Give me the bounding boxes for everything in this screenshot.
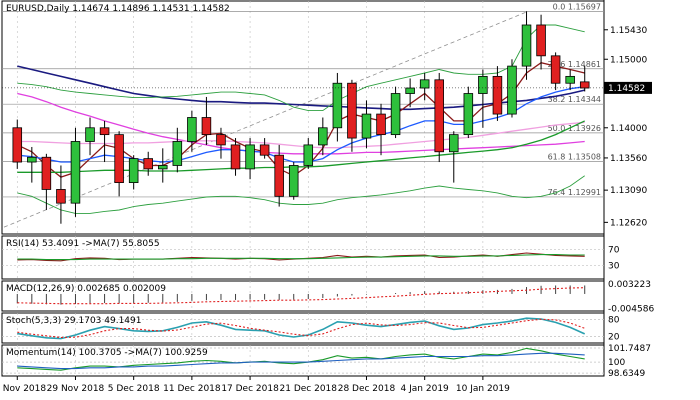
fib-level-label: 23.6 1.14861 [548, 60, 601, 69]
y-tick-label: 1.15430 [610, 26, 647, 36]
indicator-series-line-2-0 [17, 287, 585, 305]
indicator-title: RSI(14) 53.4091 ->MA(7) 55.8055 [6, 239, 160, 249]
candle-body [550, 55, 561, 84]
candle-body [390, 93, 401, 136]
y-tick-label: 1.12620 [610, 218, 647, 228]
indicator-tick-label: 100 [608, 358, 625, 368]
indicator-tick-label: 0.003223 [608, 280, 651, 290]
candle-body [521, 24, 532, 67]
candle-body [419, 79, 430, 89]
candle-body [70, 141, 81, 204]
y-tick-label: 1.15000 [610, 55, 647, 65]
candle-body [128, 158, 139, 184]
indicator-title: MACD(12,26,9) 0.002685 0.002009 [6, 284, 166, 294]
indicator-series-line-4-1 [17, 352, 585, 370]
candle-body [303, 144, 314, 166]
candle-body [172, 141, 183, 166]
fib-level-label: 61.8 1.13508 [548, 152, 601, 161]
x-tick-label: 5 Dec 2018 [108, 384, 160, 394]
candle-body [347, 82, 357, 139]
fib-level-label: 38.2 1.14344 [548, 95, 601, 104]
candle-body [376, 113, 386, 136]
indicator-series-line-3-0 [17, 317, 586, 340]
candle-body [507, 65, 517, 115]
indicator-tick-label: 70 [608, 245, 620, 255]
fib-level-label: 0.0 1.15697 [553, 2, 601, 11]
indicator-tick-label: 98.6349 [608, 369, 645, 379]
indicator-series-line-4-0 [17, 347, 585, 371]
x-tick-label: 11 Dec 2018 [163, 384, 221, 394]
candle-body [158, 165, 168, 170]
candle-body [245, 144, 255, 170]
fib-level-label: 50.0 1.13926 [548, 124, 601, 133]
y-tick-label: 1.14000 [610, 124, 647, 134]
x-tick-label: 21 Dec 2018 [280, 384, 338, 394]
candle-body [449, 134, 459, 153]
ma-series-line-6 [17, 24, 585, 112]
fib-level-label: 76.4 1.12991 [548, 188, 601, 197]
indicator-tick-label: -0.004586 [608, 304, 654, 314]
candle-body [361, 113, 372, 139]
candle-body [536, 24, 546, 57]
candle-body [85, 127, 95, 142]
ma-series-line-5 [17, 120, 585, 173]
candle-body [274, 154, 284, 197]
candle-body [288, 165, 299, 197]
ma-series-line-1 [17, 92, 585, 155]
current-price-tag [604, 81, 652, 94]
x-tick-label: 4 Jan 2019 [401, 384, 449, 394]
candle-body [318, 127, 328, 146]
y-tick-label: 1.13560 [610, 154, 647, 164]
candle-body [187, 117, 197, 142]
candle-body [114, 134, 124, 184]
candle-body [579, 81, 590, 89]
indicator-tick-label: 101.7487 [608, 344, 651, 354]
ma-series-line-0 [17, 65, 585, 111]
indicator-title: Stoch(5,3,3) 29.1703 49.1491 [6, 316, 141, 326]
ma-series-line-7 [17, 175, 585, 214]
candle-body [99, 127, 110, 136]
x-tick-label: 29 Nov 2018 [47, 384, 105, 394]
indicator-tick-label: 80 [608, 316, 620, 326]
candle-body [478, 75, 488, 94]
candle-body [56, 189, 66, 204]
indicator-tick-label: 20 [608, 332, 620, 342]
candle-body [565, 75, 575, 84]
candle-body [230, 144, 241, 170]
ma-series-line-3 [17, 62, 585, 178]
candle-body [41, 156, 52, 190]
indicator-tick-label: 30 [608, 262, 620, 272]
ma-series-line-2 [17, 121, 585, 149]
candle-body [332, 82, 343, 129]
indicator-title: Momentum(14) 100.3705 ->MA(7) 100.9259 [6, 348, 208, 358]
candle-body [143, 158, 153, 170]
candle-body [405, 87, 415, 94]
candle-body [216, 134, 226, 146]
candle-body [259, 144, 270, 156]
candle-body [463, 93, 474, 136]
x-tick-label: 23 Nov 2018 [0, 384, 46, 394]
x-tick-label: 28 Dec 2018 [338, 384, 396, 394]
x-tick-label: 17 Dec 2018 [221, 384, 279, 394]
y-tick-label: 1.13090 [610, 186, 647, 196]
candle-body [492, 75, 503, 115]
candle-body [434, 79, 444, 153]
ma-series-line-4 [17, 86, 585, 163]
candle-body [201, 117, 212, 136]
x-tick-label: 10 Jan 2019 [456, 384, 510, 394]
candle-body [12, 127, 23, 163]
indicator-series-line-1-1 [17, 254, 585, 261]
chart-title: EURUSD,Daily 1.14674 1.14896 1.14531 1.1… [6, 4, 230, 14]
candle-body [27, 156, 37, 163]
fib-trend-line [3, 11, 527, 228]
current-price-label: 1.14582 [608, 84, 645, 94]
